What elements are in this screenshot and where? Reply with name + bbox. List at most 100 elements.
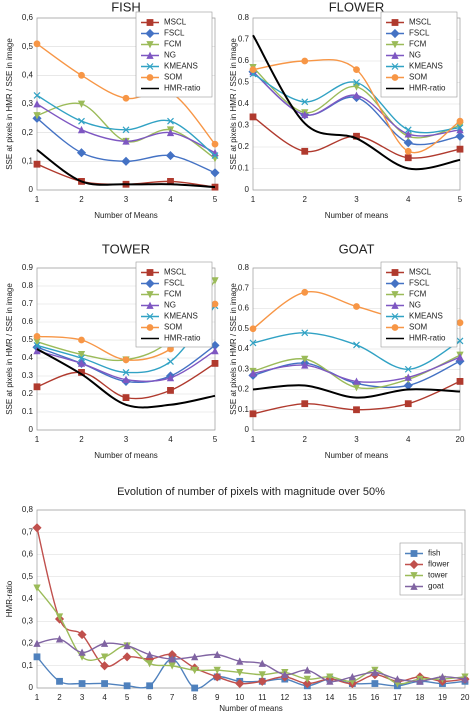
legend-marker bbox=[391, 19, 399, 26]
point bbox=[393, 675, 402, 683]
y-axis-label: SSE at pixels in HMR / SSE in image bbox=[229, 38, 238, 170]
legend-label: FCM bbox=[409, 290, 427, 299]
point bbox=[353, 406, 360, 414]
chart-title: TOWER bbox=[102, 241, 150, 256]
x-tick-label: 3 bbox=[354, 195, 359, 204]
point bbox=[166, 128, 175, 137]
x-tick-label: 8 bbox=[192, 693, 197, 702]
point bbox=[456, 124, 464, 132]
point bbox=[211, 140, 219, 148]
legend-marker bbox=[391, 41, 399, 49]
point bbox=[168, 662, 176, 670]
point bbox=[348, 672, 357, 681]
chart-title: GOAT bbox=[339, 241, 375, 256]
x-tick-label: 1 bbox=[35, 195, 40, 204]
point bbox=[456, 377, 464, 385]
chart: FISH 0 0,1 0,2 0,3 0,4 0,5 0,6 1 2 3 4 5 Number of Me… bbox=[5, 0, 220, 220]
legend-label: SOM bbox=[164, 73, 183, 82]
y-tick-label: 0.5 bbox=[238, 78, 250, 87]
x-axis-label: Number of Means bbox=[94, 211, 158, 220]
point bbox=[302, 678, 312, 689]
point bbox=[249, 66, 257, 73]
legend-marker bbox=[391, 301, 399, 309]
y-tick-label: 0.5 bbox=[22, 335, 34, 344]
legend-label: NG bbox=[164, 301, 176, 310]
legend-label: goat bbox=[428, 582, 444, 591]
x-tick-label: 11 bbox=[258, 693, 267, 702]
point bbox=[100, 653, 109, 661]
x-tick-label: 2 bbox=[303, 195, 308, 204]
point bbox=[100, 639, 109, 647]
legend-marker bbox=[391, 291, 399, 299]
y-tick-label: 0.5 bbox=[238, 324, 250, 333]
y-tick-label: 0.7 bbox=[238, 35, 250, 44]
y-tick-label: 0.4 bbox=[238, 99, 250, 108]
point bbox=[213, 666, 221, 675]
point bbox=[191, 684, 199, 692]
y-tick-label: 0.9 bbox=[22, 263, 34, 272]
y-axis-label: SSE at pixels in HMR / SSE in image bbox=[229, 283, 238, 415]
point bbox=[78, 354, 85, 362]
point bbox=[191, 652, 199, 661]
point bbox=[122, 368, 130, 376]
point bbox=[33, 341, 41, 349]
x-tick-label: 4 bbox=[168, 195, 173, 204]
point bbox=[353, 303, 360, 310]
legend-marker bbox=[146, 41, 154, 49]
y-tick-label: 0.1 bbox=[22, 407, 34, 416]
point bbox=[353, 341, 360, 349]
point bbox=[33, 383, 41, 391]
legend-marker bbox=[146, 19, 154, 26]
point bbox=[249, 369, 257, 377]
legend-label: SOM bbox=[409, 73, 428, 82]
point bbox=[456, 353, 464, 361]
legend-marker bbox=[391, 324, 399, 331]
y-tick-label: 0.6 bbox=[22, 317, 34, 326]
legend: MSCL FSCL FCM NG KMEANS SOM HMR-ratio bbox=[380, 261, 458, 348]
point bbox=[77, 100, 86, 108]
x-tick-label: 9 bbox=[215, 693, 220, 702]
legend-label: HMR-ratio bbox=[164, 334, 201, 343]
x-axis-label: Number of means bbox=[94, 451, 158, 460]
point bbox=[353, 79, 360, 86]
chart: Evolution of number of pixels with magni… bbox=[5, 486, 470, 713]
point bbox=[303, 675, 311, 683]
y-axis-label: SSE at pixels in HMR / SSE in image bbox=[5, 38, 14, 170]
point bbox=[211, 359, 219, 367]
point bbox=[32, 523, 42, 533]
y-axis-label: SSE at pixels in HMR / SSE in image bbox=[5, 283, 14, 415]
legend-label: SOM bbox=[409, 323, 428, 332]
y-tick-label: 0,4 bbox=[22, 70, 34, 79]
legend-marker bbox=[391, 63, 399, 70]
point bbox=[122, 137, 130, 145]
legend-marker bbox=[146, 51, 154, 59]
point bbox=[404, 126, 412, 134]
legend-marker bbox=[391, 74, 399, 81]
x-tick-label: 1 bbox=[35, 693, 40, 702]
point bbox=[301, 57, 309, 65]
y-axis-label: HMR-ratio bbox=[5, 580, 14, 617]
point bbox=[77, 359, 86, 367]
legend-marker bbox=[391, 51, 399, 59]
y-tick-label: 0.3 bbox=[238, 121, 250, 130]
point bbox=[78, 680, 86, 687]
plot-frame bbox=[252, 17, 461, 191]
point bbox=[456, 117, 464, 125]
y-tick-label: 0,3 bbox=[22, 616, 34, 625]
point bbox=[33, 91, 41, 99]
point bbox=[211, 277, 219, 285]
point bbox=[78, 336, 85, 344]
legend-label: KMEANS bbox=[164, 312, 198, 321]
point bbox=[55, 635, 64, 643]
point bbox=[210, 168, 220, 178]
x-tick-label: 7 bbox=[170, 693, 175, 702]
legend-label: FSCL bbox=[164, 279, 185, 288]
point bbox=[326, 673, 334, 681]
y-tick-label: 0.6 bbox=[238, 304, 250, 313]
x-tick-label: 5 bbox=[125, 693, 130, 702]
x-tick-label: 6 bbox=[147, 693, 152, 702]
chart: TOWER 0 0.1 0.2 0.3 0.4 0.5 0.6 0.7 0.8 0.9 1 2 3 4 5 Nu… bbox=[5, 241, 220, 460]
point bbox=[455, 131, 465, 141]
x-tick-label: 4 bbox=[168, 435, 173, 444]
legend-label: HMR-ratio bbox=[164, 84, 201, 93]
